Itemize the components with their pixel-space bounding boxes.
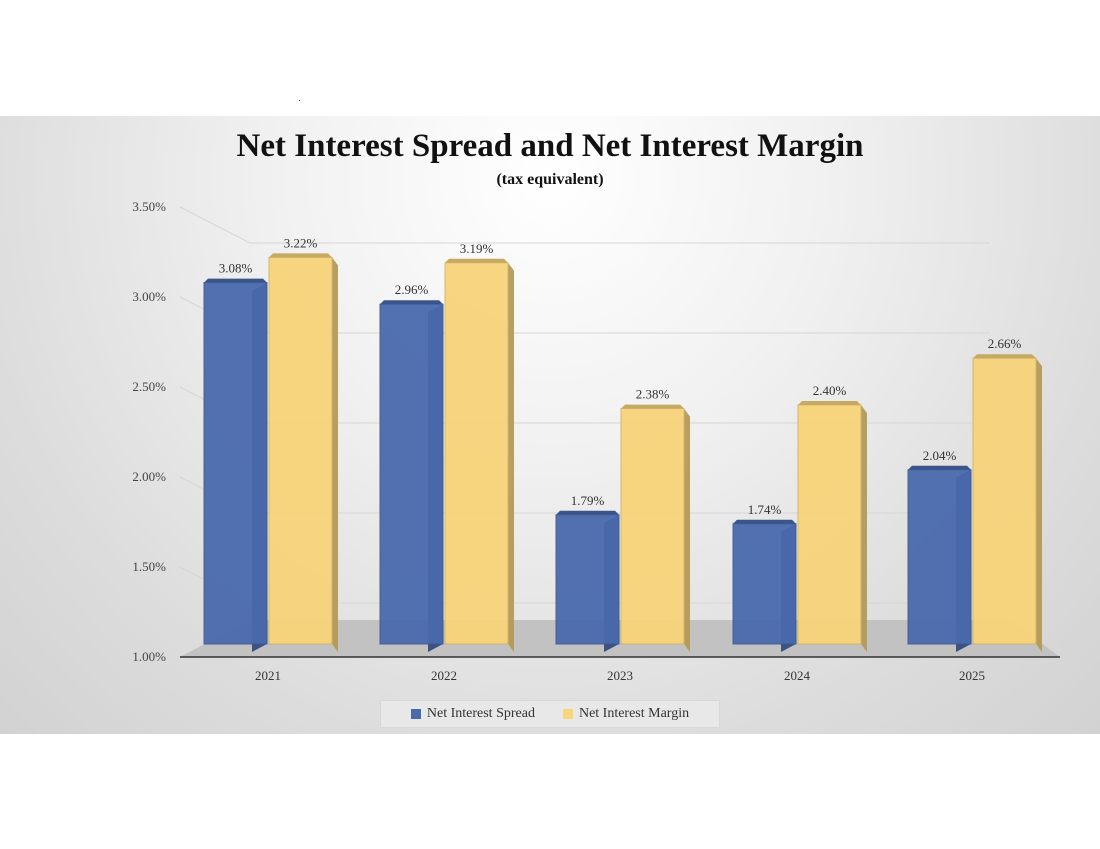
chart-title: Net Interest Spread and Net Interest Mar…	[236, 128, 864, 164]
legend: Net Interest Spread Net Interest Margin	[380, 700, 720, 728]
spread-bar	[555, 514, 620, 645]
margin-data-label: 3.22%	[284, 235, 318, 250]
margin-bar	[797, 404, 862, 645]
legend-label-spread: Net Interest Spread	[426, 706, 535, 721]
gridline	[179, 206, 990, 244]
spread-bar-top	[380, 300, 443, 305]
margin-bar-side	[684, 408, 690, 652]
margin-bar-top	[269, 253, 332, 258]
legend-item-spread: Net Interest Spread	[410, 706, 535, 722]
margin-bar-side	[508, 262, 514, 652]
x-tick-label: 2022	[431, 668, 457, 683]
margin-bar-side	[861, 405, 867, 652]
spread-bar	[732, 523, 797, 645]
chart-subtitle: (tax equivalent)	[496, 171, 604, 188]
x-tick-label: 2021	[255, 668, 281, 683]
spread-data-label: 2.04%	[923, 448, 957, 463]
spread-bar	[203, 282, 268, 645]
y-tick-label: 2.00%	[132, 469, 166, 484]
spread-bar-top	[556, 510, 619, 515]
margin-bar	[620, 408, 685, 645]
margin-data-label: 2.38%	[636, 387, 670, 402]
y-tick-label: 2.50%	[132, 379, 166, 394]
margin-bar-top	[621, 404, 684, 409]
x-tick-label: 2025	[959, 668, 985, 683]
spread-data-label: 3.08%	[219, 261, 253, 276]
legend-label-margin: Net Interest Margin	[578, 706, 690, 721]
margin-bar-side	[332, 257, 338, 652]
spread-bar-top	[908, 465, 971, 470]
margin-data-label: 2.40%	[813, 383, 847, 398]
spread-bar-top	[204, 278, 267, 283]
y-tick-label: 1.00%	[132, 649, 166, 664]
y-tick-label: 3.00%	[132, 289, 166, 304]
spread-data-label: 1.74%	[748, 502, 782, 517]
spread-bar	[379, 303, 444, 645]
x-tick-label: 2023	[607, 668, 633, 683]
spread-data-label: 1.79%	[571, 493, 605, 508]
spread-data-label: 2.96%	[395, 282, 429, 297]
legend-swatch-margin	[562, 709, 573, 719]
margin-bar	[972, 357, 1037, 645]
margin-bar	[268, 256, 333, 645]
y-tick-label: 3.50%	[132, 199, 166, 214]
margin-bar	[444, 262, 509, 645]
margin-bar-top	[798, 401, 861, 405]
margin-bar-side	[1036, 358, 1042, 652]
spread-bar-top	[733, 519, 796, 524]
legend-swatch-spread	[410, 709, 421, 719]
y-tick-label: 1.50%	[132, 559, 166, 574]
margin-data-label: 3.19%	[460, 241, 494, 256]
margin-data-label: 2.66%	[988, 336, 1022, 351]
legend-item-margin: Net Interest Margin	[562, 706, 690, 722]
margin-bar-top	[445, 258, 508, 263]
x-tick-label: 2024	[784, 668, 811, 683]
spread-bar	[907, 469, 972, 645]
margin-bar-top	[973, 354, 1036, 359]
stray-mark	[299, 100, 300, 101]
